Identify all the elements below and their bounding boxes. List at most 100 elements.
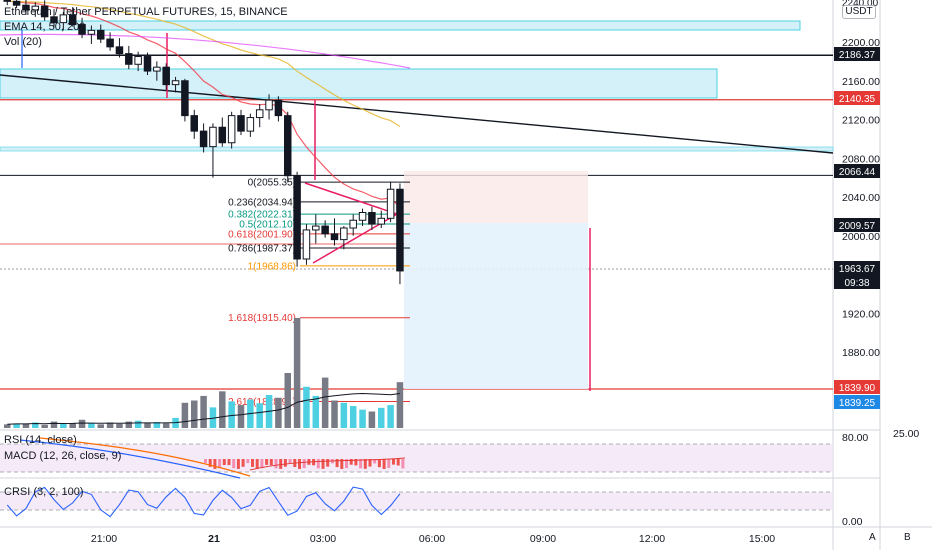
volume-bar bbox=[340, 402, 348, 428]
candle-body bbox=[284, 115, 292, 177]
price-axis-label: 2120.00 bbox=[842, 115, 880, 127]
symbol-legend[interactable]: Ethereum / Tether PERPETUAL FUTURES, 15,… bbox=[4, 6, 288, 18]
candle-body bbox=[153, 66, 161, 72]
price-axis-label: 2080.00 bbox=[842, 153, 880, 165]
macd-histogram-bar bbox=[274, 459, 278, 469]
auto-scale-button[interactable]: A bbox=[869, 532, 876, 543]
volume-bar bbox=[32, 422, 39, 428]
macd-histogram-bar bbox=[232, 459, 236, 469]
macd-histogram-bar bbox=[279, 459, 283, 469]
log-scale-button[interactable]: B bbox=[904, 532, 911, 543]
candle-body bbox=[3, 0, 11, 2]
price-axis-label: 2040.00 bbox=[842, 192, 880, 204]
candle-body bbox=[274, 99, 283, 117]
macd-histogram-bar bbox=[213, 459, 217, 469]
price-axis-label: 1920.00 bbox=[842, 308, 880, 320]
macd-legend[interactable]: MACD (12, 26, close, 9) bbox=[4, 450, 121, 462]
candle-body bbox=[68, 14, 77, 26]
candle-body bbox=[106, 38, 114, 48]
macd-histogram-bar bbox=[377, 459, 381, 468]
candle-body bbox=[218, 126, 227, 144]
candle-body bbox=[78, 24, 86, 35]
macd-histogram-bar bbox=[401, 459, 405, 469]
fib-label: 2.618(1828.91) bbox=[228, 397, 296, 408]
volume-bar bbox=[284, 373, 291, 428]
macd-histogram-bar bbox=[382, 459, 386, 469]
macd-histogram-bar bbox=[363, 459, 367, 469]
macd-histogram-bar bbox=[222, 459, 226, 466]
volume-bar bbox=[116, 423, 123, 428]
fib-label: 0.236(2034.94) bbox=[228, 197, 296, 208]
macd-label: MACD (12, 26, close, 9) bbox=[4, 450, 122, 462]
ema-200-line bbox=[0, 33, 411, 69]
candle-body bbox=[181, 80, 189, 117]
volume-bar bbox=[359, 409, 366, 428]
candle-body bbox=[209, 126, 217, 148]
candle-body bbox=[12, 0, 21, 6]
candle-body bbox=[396, 188, 404, 272]
volume-bar bbox=[275, 397, 282, 428]
volume-bar bbox=[331, 400, 338, 428]
candle-body bbox=[171, 80, 180, 86]
ema-label: EMA 14, 50, 200 bbox=[4, 21, 86, 33]
price-tag-text: 1963.67 bbox=[839, 264, 876, 275]
price-tag-bg bbox=[834, 91, 880, 105]
candle-body bbox=[349, 219, 357, 229]
macd-histogram-bar bbox=[204, 459, 207, 463]
macd-histogram-bar bbox=[316, 459, 320, 469]
macd-histogram-bar bbox=[345, 459, 348, 469]
volume-bar bbox=[181, 402, 189, 428]
price-tag-text: 1839.25 bbox=[839, 398, 876, 409]
price-tag-bg bbox=[834, 275, 880, 289]
macd-histogram-bar bbox=[326, 459, 330, 467]
volume-bar bbox=[387, 405, 394, 428]
volume-bar bbox=[378, 407, 385, 428]
fib-label: 1.618(1915.40) bbox=[228, 313, 296, 324]
macd-histogram-bar bbox=[241, 459, 245, 467]
volume-ma-line bbox=[7, 392, 400, 425]
time-axis-label: 21:00 bbox=[91, 533, 117, 545]
macd-histogram-bar bbox=[302, 459, 306, 469]
volume-bar bbox=[237, 405, 245, 428]
macd-histogram-bar bbox=[392, 459, 395, 465]
price-tag-bg bbox=[834, 164, 880, 178]
position-target-zone bbox=[404, 223, 588, 389]
volume-bar bbox=[69, 422, 76, 428]
zone-thin bbox=[0, 146, 834, 152]
macd-histogram-bar bbox=[283, 459, 287, 467]
candle-body bbox=[255, 109, 264, 119]
macd-line bbox=[249, 457, 406, 471]
candle-body bbox=[50, 16, 58, 24]
candle-body bbox=[293, 175, 301, 260]
candle-body bbox=[227, 115, 236, 144]
candle-body bbox=[143, 56, 152, 72]
currency-unit-badge[interactable]: USDT bbox=[842, 5, 876, 19]
candle-body bbox=[377, 217, 385, 225]
candle-body bbox=[190, 115, 198, 132]
volume-bar bbox=[368, 411, 376, 428]
candle-body bbox=[312, 225, 320, 231]
volume-label: Vol (20) bbox=[4, 36, 42, 48]
ema-legend[interactable]: EMA 14, 50, 200 bbox=[4, 21, 85, 33]
price-axis-label: 2160.00 bbox=[842, 76, 880, 88]
ema-50-line bbox=[7, 0, 401, 128]
price-tag-bg bbox=[834, 261, 880, 275]
volume-bar bbox=[228, 401, 235, 428]
candle-body bbox=[265, 99, 273, 111]
volume-bar bbox=[60, 423, 67, 428]
rsi-band bbox=[0, 444, 833, 472]
rsi-label: RSI (14, close) bbox=[4, 434, 77, 446]
volume-bar bbox=[125, 421, 133, 428]
volume-legend[interactable]: Vol (20) bbox=[4, 36, 42, 48]
macd-histogram-bar bbox=[255, 459, 259, 469]
macd-histogram-bar bbox=[359, 459, 363, 469]
volume-bar bbox=[219, 391, 226, 428]
rsi-legend[interactable]: RSI (14, close) bbox=[4, 434, 77, 446]
candle-body bbox=[115, 46, 124, 55]
price-tag-text: 2066.44 bbox=[839, 167, 876, 178]
time-axis-label: 12:00 bbox=[639, 533, 665, 545]
crsi-legend[interactable]: CRSI (3, 2, 100) bbox=[4, 486, 83, 498]
fib-label: 1(1968.86) bbox=[248, 261, 296, 272]
